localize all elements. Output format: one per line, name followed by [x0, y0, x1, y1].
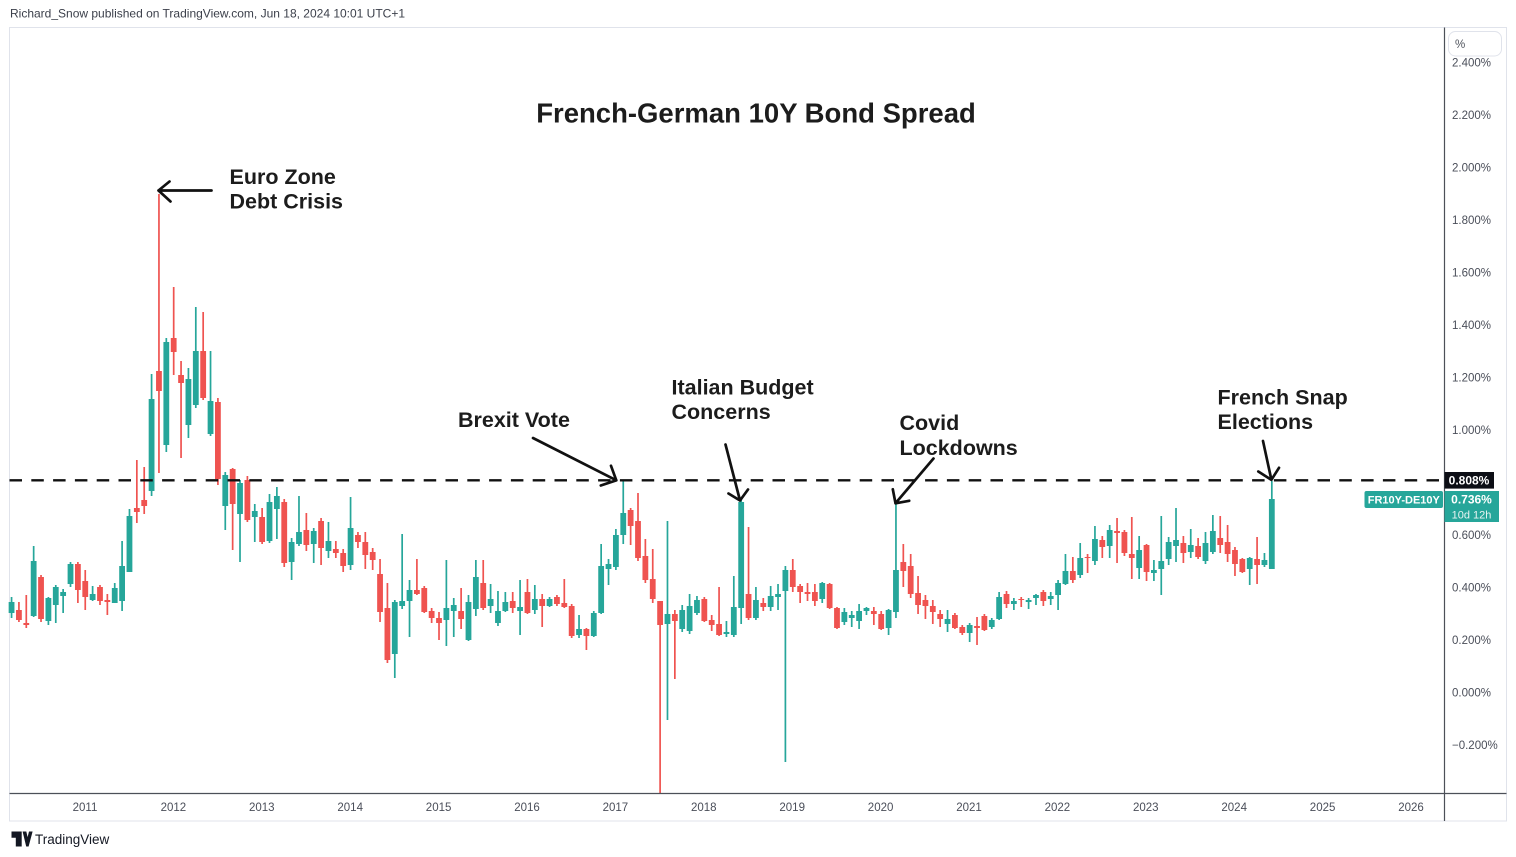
- svg-text:2023: 2023: [1133, 802, 1159, 814]
- svg-text:Richard_Snow published on Trad: Richard_Snow published on TradingView.co…: [10, 7, 405, 21]
- svg-text:2015: 2015: [426, 802, 452, 814]
- svg-text:2011: 2011: [73, 802, 98, 814]
- svg-text:2021: 2021: [956, 802, 982, 814]
- svg-text:1.400%: 1.400%: [1452, 320, 1491, 332]
- svg-text:0.200%: 0.200%: [1452, 635, 1491, 647]
- svg-text:Covid: Covid: [900, 411, 960, 435]
- svg-text:Lockdowns: Lockdowns: [900, 436, 1018, 460]
- svg-text:1.000%: 1.000%: [1452, 425, 1491, 437]
- svg-text:2.000%: 2.000%: [1452, 162, 1491, 174]
- svg-text:French Snap: French Snap: [1218, 386, 1348, 410]
- svg-text:Euro Zone: Euro Zone: [230, 165, 336, 189]
- svg-text:French-German 10Y Bond Spread: French-German 10Y Bond Spread: [536, 98, 976, 129]
- svg-text:0.400%: 0.400%: [1452, 582, 1491, 594]
- svg-text:−0.200%: −0.200%: [1452, 740, 1498, 752]
- svg-text:0.000%: 0.000%: [1452, 687, 1491, 699]
- svg-text:Debt Crisis: Debt Crisis: [230, 189, 344, 213]
- svg-text:2018: 2018: [691, 802, 717, 814]
- svg-text:2024: 2024: [1221, 802, 1247, 814]
- svg-text:2017: 2017: [603, 802, 629, 814]
- svg-text:2.200%: 2.200%: [1452, 110, 1491, 122]
- svg-text:TradingView: TradingView: [35, 832, 110, 847]
- svg-text:2025: 2025: [1310, 802, 1336, 814]
- svg-text:2019: 2019: [779, 802, 805, 814]
- svg-text:2013: 2013: [249, 802, 275, 814]
- svg-text:2.400%: 2.400%: [1452, 57, 1491, 69]
- svg-text:1.200%: 1.200%: [1452, 372, 1491, 384]
- svg-text:2026: 2026: [1398, 802, 1424, 814]
- svg-text:1.800%: 1.800%: [1452, 215, 1491, 227]
- svg-text:1.600%: 1.600%: [1452, 267, 1491, 279]
- svg-text:2014: 2014: [337, 802, 363, 814]
- svg-text:2020: 2020: [868, 802, 894, 814]
- svg-text:Elections: Elections: [1218, 410, 1314, 434]
- svg-text:0.600%: 0.600%: [1452, 530, 1491, 542]
- svg-text:2012: 2012: [161, 802, 187, 814]
- svg-text:%: %: [1455, 39, 1465, 51]
- svg-text:2016: 2016: [514, 802, 540, 814]
- svg-text:0.736%: 0.736%: [1451, 493, 1492, 507]
- svg-text:0.808%: 0.808%: [1449, 474, 1490, 488]
- svg-text:10d 12h: 10d 12h: [1452, 509, 1492, 521]
- svg-text:2022: 2022: [1045, 802, 1071, 814]
- svg-text:Italian Budget: Italian Budget: [672, 376, 814, 400]
- svg-text:FR10Y-DE10Y: FR10Y-DE10Y: [1368, 495, 1441, 507]
- svg-text:Brexit Vote: Brexit Vote: [458, 408, 570, 432]
- svg-text:Concerns: Concerns: [672, 400, 771, 424]
